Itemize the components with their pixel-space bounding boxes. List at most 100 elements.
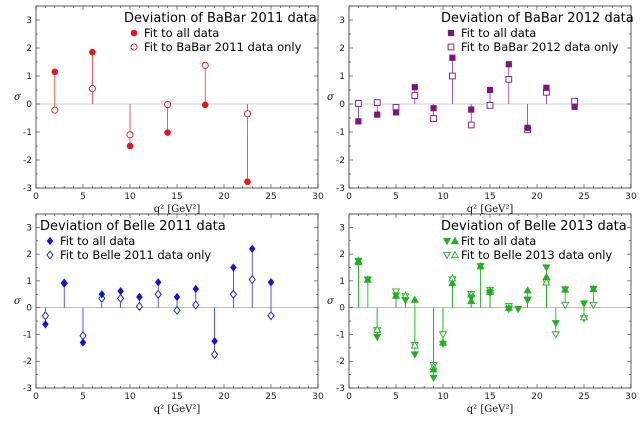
data-point-all (514, 305, 523, 314)
x-tick-label: 15 (171, 192, 182, 202)
legend-entry-all: Fit to all data (144, 26, 219, 40)
legend-markers (447, 29, 455, 51)
legend-markers (442, 236, 460, 260)
data-point-all (523, 286, 532, 294)
data-point-all (410, 351, 419, 359)
x-tick-label: 25 (578, 392, 589, 402)
data-point-only (248, 274, 256, 285)
data-point-all (571, 103, 578, 110)
panel-belle-2013: 0 5 10 15 20 25 30 -3 -2 -1 0 1 2 3 Deviation of Bell… (327, 213, 637, 415)
data-point-all (551, 320, 560, 328)
data-point-all (449, 54, 456, 61)
legend-marker (130, 29, 138, 37)
data-point-only (126, 131, 134, 139)
x-tick-label: 5 (80, 392, 86, 402)
data-point-all (524, 124, 531, 131)
legend-entry-only: Fit to BaBar 2012 data only (461, 40, 619, 54)
data-point-all (79, 338, 87, 347)
data-point-only (116, 293, 125, 303)
legend-marker (130, 43, 138, 51)
y-tick-label: -3 (336, 184, 345, 194)
data-point-all (589, 284, 598, 293)
panel-title: Deviation of BaBar 2011 data (124, 11, 317, 26)
legend-entry-only: Fit to Belle 2013 data only (461, 248, 612, 262)
data-point-only (229, 289, 238, 299)
data-point-all (579, 300, 589, 308)
y-tick-label: -2 (336, 156, 345, 166)
data-point-only (571, 97, 578, 105)
data-point-only (373, 325, 382, 333)
y-tick-label: -1 (336, 128, 345, 138)
y-tick-label: 2 (26, 250, 32, 260)
y-tick-label: -1 (23, 128, 32, 138)
x-tick-label: 15 (484, 392, 495, 402)
data-point-only (88, 85, 96, 93)
data-point-all (89, 48, 96, 56)
y-tick-label: -1 (23, 330, 32, 340)
data-point-all (468, 106, 475, 113)
x-tick-label: 5 (393, 392, 399, 402)
y-tick-label: 0 (339, 100, 345, 110)
legend-marker (450, 250, 460, 259)
x-tick-label: 10 (437, 392, 449, 402)
y-tick-label: 0 (26, 304, 32, 314)
legend-marker (46, 236, 54, 246)
data-point-all (430, 105, 437, 112)
data-point-all (192, 284, 200, 294)
data-point-all (173, 292, 181, 302)
data-marks (41, 244, 275, 360)
legend-marker (447, 43, 455, 51)
legend-marker (447, 29, 455, 37)
data-point-only (430, 115, 437, 122)
data-point-all (136, 292, 143, 302)
data-marks (354, 256, 598, 383)
legend-entry-all: Fit to all data (461, 234, 536, 248)
data-point-all (244, 178, 251, 186)
y-tick-label: 1 (26, 72, 32, 82)
data-point-all (355, 118, 362, 125)
data-point-all (485, 286, 495, 294)
y-tick-label: 2 (339, 44, 345, 54)
y-axis-label: σ (14, 296, 22, 307)
x-tick-label: 0 (33, 192, 39, 202)
y-tick-label: 3 (26, 223, 32, 233)
data-point-only (355, 100, 362, 107)
x-tick-label: 30 (625, 192, 637, 202)
data-point-all (486, 86, 494, 94)
data-point-all (476, 261, 485, 270)
data-point-all (164, 129, 171, 136)
legend-marker (442, 237, 452, 246)
data-point-only (589, 301, 598, 310)
x-tick-label: 0 (346, 192, 352, 202)
data-point-all (126, 142, 134, 150)
y-tick-label: -3 (23, 184, 32, 194)
y-tick-label: -2 (336, 357, 345, 367)
data-point-all (542, 272, 551, 281)
data-point-only (41, 311, 50, 321)
x-tick-label: 0 (346, 392, 352, 402)
x-tick-label: 20 (531, 392, 543, 402)
axes: 0 5 10 15 20 25 30 -3 -2 -1 0 1 2 3 (23, 5, 324, 202)
data-point-only (173, 305, 181, 316)
x-tick-label: 30 (625, 392, 637, 402)
data-point-only (505, 76, 513, 83)
data-point-all (363, 275, 372, 283)
data-point-all (542, 264, 551, 272)
x-tick-label: 10 (124, 192, 136, 202)
x-tick-label: 30 (312, 392, 324, 402)
x-axis-label: q² [GeV²] (154, 404, 201, 415)
y-tick-label: 1 (339, 72, 345, 82)
data-point-all (248, 244, 256, 253)
data-point-all (60, 279, 68, 288)
x-tick-label: 25 (265, 392, 276, 402)
data-point-only (449, 72, 456, 80)
data-point-only (373, 99, 381, 106)
data-point-only (411, 92, 419, 99)
panel-title: Deviation of Belle 2013 data (441, 219, 627, 234)
data-point-all (201, 101, 209, 109)
x-tick-label: 20 (531, 192, 543, 202)
y-tick-label: -3 (336, 384, 345, 394)
data-point-all (504, 303, 513, 311)
x-tick-label: 25 (265, 192, 276, 202)
